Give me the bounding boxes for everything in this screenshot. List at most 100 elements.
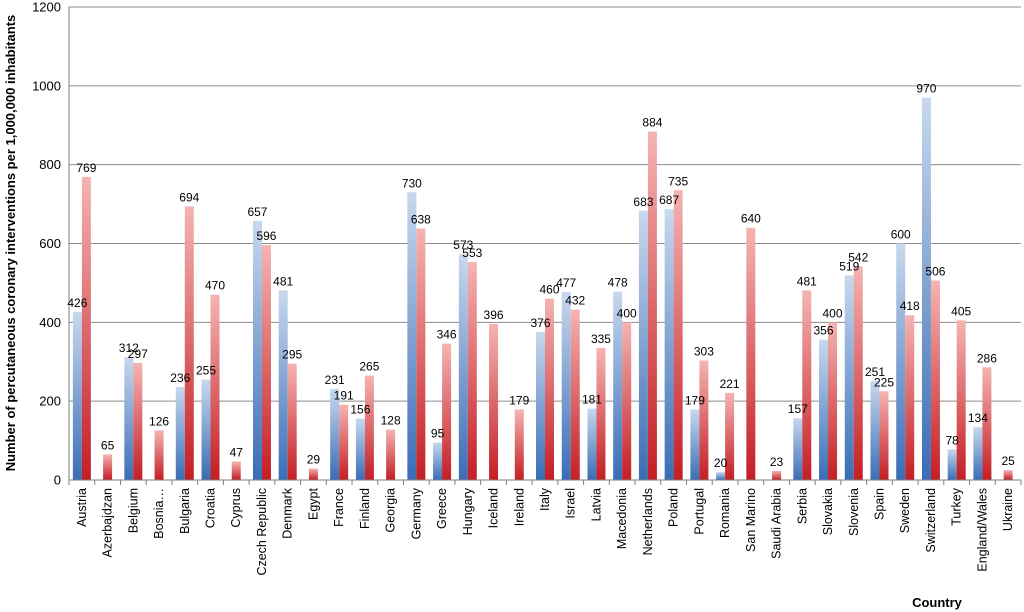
bar-series-blue xyxy=(947,449,957,480)
x-category-label: Cyprus xyxy=(229,488,243,528)
bar-series-red xyxy=(308,468,318,480)
bar-series-blue xyxy=(458,254,468,480)
data-label-red: 400 xyxy=(617,306,637,320)
bar-series-red xyxy=(184,206,194,480)
bar-series-red xyxy=(905,315,915,480)
x-category-label: Spain xyxy=(872,488,886,520)
bar-series-red xyxy=(364,375,374,480)
data-label-blue: 477 xyxy=(556,276,576,290)
x-category-label: Hungary xyxy=(461,487,475,535)
x-category-label: Croatia xyxy=(204,488,218,528)
bar-series-blue xyxy=(819,339,829,480)
data-label-red: 694 xyxy=(179,190,199,204)
x-category-label: Serbia xyxy=(795,488,809,524)
bar-series-red xyxy=(103,454,113,480)
bar-series-red xyxy=(287,363,297,480)
data-label-blue: 573 xyxy=(453,238,473,252)
data-label-red: 735 xyxy=(668,174,688,188)
bar-series-blue xyxy=(638,210,648,480)
data-label-red: 396 xyxy=(484,308,504,322)
x-category-label: France xyxy=(332,488,346,527)
bar-series-blue xyxy=(278,290,288,480)
data-label-red: 47 xyxy=(230,445,244,459)
data-label-red: 769 xyxy=(76,161,96,175)
data-label-red: 191 xyxy=(334,389,354,403)
bar-series-blue xyxy=(72,312,82,480)
data-label-red: 126 xyxy=(149,414,169,428)
bar-series-red xyxy=(154,430,164,480)
x-category-label: Denmark xyxy=(281,487,295,538)
bar-series-blue xyxy=(407,192,417,480)
data-label-blue: 356 xyxy=(814,324,834,338)
bar-series-blue xyxy=(124,357,134,480)
data-label-red: 640 xyxy=(741,212,761,226)
data-label-red: 297 xyxy=(128,347,148,361)
x-category-label: Iceland xyxy=(487,488,501,528)
x-category-label: Greece xyxy=(435,488,449,529)
x-category-label: Slovenia xyxy=(847,488,861,536)
x-category-label: Ukraine xyxy=(1001,488,1015,531)
data-label-blue: 312 xyxy=(119,341,139,355)
data-label-red: 295 xyxy=(282,348,302,362)
bar-series-blue xyxy=(613,291,623,480)
bar-series-red xyxy=(514,409,524,480)
data-label-red: 335 xyxy=(591,332,611,346)
data-label-blue: 95 xyxy=(431,427,445,441)
data-label-blue: 970 xyxy=(916,82,936,96)
data-label-red: 596 xyxy=(256,229,276,243)
data-label-blue: 519 xyxy=(839,259,859,273)
x-category-label: Austria xyxy=(75,488,89,527)
bar-series-red xyxy=(772,470,782,480)
x-category-label: Portugal xyxy=(692,488,706,535)
y-tick-label: 600 xyxy=(39,236,61,251)
bar-series-red xyxy=(339,404,349,480)
bar-series-red xyxy=(442,343,452,480)
x-category-label: Egypt xyxy=(306,487,320,519)
data-label-red: 638 xyxy=(411,213,431,227)
data-label-red: 128 xyxy=(381,414,401,428)
x-category-label: Sweden xyxy=(898,488,912,533)
data-label-blue: 181 xyxy=(582,393,602,407)
data-label-blue: 255 xyxy=(196,363,216,377)
bar-series-blue xyxy=(793,418,803,480)
data-label-blue: 134 xyxy=(968,411,988,425)
data-label-blue: 376 xyxy=(530,316,550,330)
data-label-blue: 600 xyxy=(891,228,911,242)
x-category-label: Bosnia… xyxy=(152,488,166,539)
bar-series-blue xyxy=(844,275,854,480)
bar-series-red xyxy=(982,367,992,480)
data-label-red: 265 xyxy=(359,360,379,374)
data-label-red: 346 xyxy=(437,328,457,342)
bar-series-red xyxy=(545,298,554,480)
bar-series-blue xyxy=(252,221,262,480)
x-category-label: Israel xyxy=(564,488,578,519)
bar-series-red xyxy=(647,131,657,480)
bar-series-blue xyxy=(690,409,700,480)
bar-series-blue xyxy=(896,243,906,480)
data-label-blue: 20 xyxy=(714,456,728,470)
bar-series-blue xyxy=(433,442,443,480)
data-label-red: 542 xyxy=(848,250,868,264)
data-label-red: 481 xyxy=(797,274,817,288)
bar-series-red xyxy=(261,245,271,480)
axes xyxy=(68,7,1022,485)
bar-series-blue xyxy=(973,427,983,480)
data-label-blue: 657 xyxy=(247,205,267,219)
x-category-label: Saudi Arabia xyxy=(770,488,784,559)
bar-series-red xyxy=(210,294,220,480)
data-label-blue: 730 xyxy=(402,176,422,190)
data-label-blue: 236 xyxy=(170,371,190,385)
x-category-label: Turkey xyxy=(950,487,964,525)
x-category-label: Netherlands xyxy=(641,488,655,555)
x-category-label: Poland xyxy=(667,488,681,527)
bar-series-red xyxy=(596,347,606,480)
data-label-red: 400 xyxy=(823,306,843,320)
data-label-blue: 251 xyxy=(865,365,885,379)
x-category-label: Slovakia xyxy=(821,488,835,535)
bar-series-blue xyxy=(561,291,571,480)
data-label-red: 470 xyxy=(205,279,225,293)
data-label-red: 405 xyxy=(951,304,971,318)
data-label-red: 506 xyxy=(925,265,945,279)
x-category-label: Latvia xyxy=(589,488,603,521)
